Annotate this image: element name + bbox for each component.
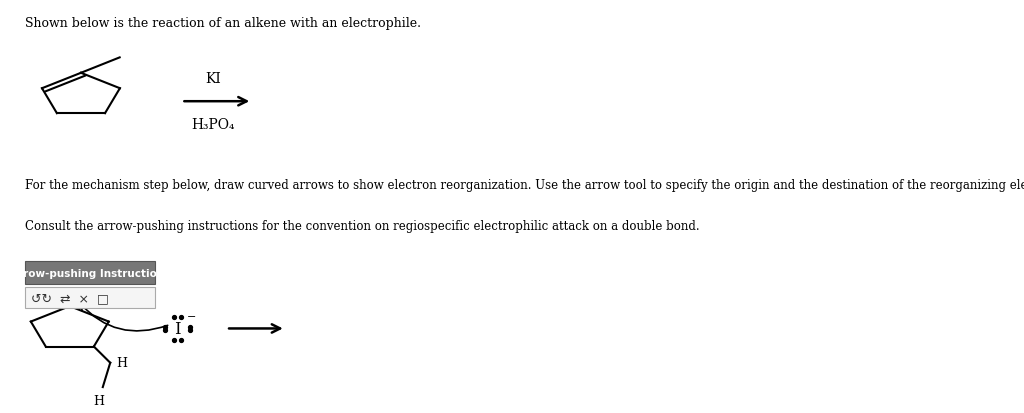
Text: H: H xyxy=(116,356,127,369)
Text: KI: KI xyxy=(206,72,221,86)
Bar xyxy=(26,262,156,284)
Text: H₃PO₄: H₃PO₄ xyxy=(191,118,236,132)
Text: −: − xyxy=(186,311,196,321)
Text: +: + xyxy=(47,289,59,303)
Text: Consult the arrow-pushing instructions for the convention on regiospecific elect: Consult the arrow-pushing instructions f… xyxy=(26,219,699,233)
Bar xyxy=(26,287,156,309)
Text: Shown below is the reaction of an alkene with an electrophile.: Shown below is the reaction of an alkene… xyxy=(26,17,421,30)
Text: For the mechanism step below, draw curved arrows to show electron reorganization: For the mechanism step below, draw curve… xyxy=(26,179,1024,192)
Text: ↺↻  ⇄  ×  □: ↺↻ ⇄ × □ xyxy=(31,292,109,304)
Text: CH₃: CH₃ xyxy=(88,287,116,300)
Text: I: I xyxy=(174,320,181,337)
Text: H: H xyxy=(93,394,104,407)
Text: Arrow-pushing Instructions: Arrow-pushing Instructions xyxy=(10,268,170,278)
